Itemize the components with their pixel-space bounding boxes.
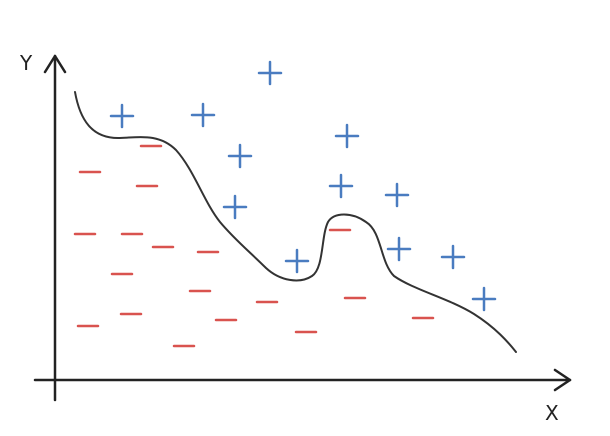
plus-sample bbox=[190, 102, 216, 128]
plus-sample bbox=[334, 123, 360, 149]
plus-sample bbox=[471, 286, 497, 312]
plus-sample bbox=[227, 143, 253, 169]
plus-sample bbox=[284, 248, 310, 274]
plus-sample bbox=[257, 60, 283, 86]
negative-samples bbox=[73, 144, 435, 348]
plus-sample bbox=[386, 236, 412, 262]
plus-sample bbox=[222, 194, 248, 220]
axes: Y X bbox=[19, 51, 572, 425]
plus-sample bbox=[384, 182, 410, 208]
plus-sample bbox=[109, 103, 135, 129]
y-axis-arrowhead bbox=[43, 54, 67, 74]
plus-sample bbox=[328, 173, 354, 199]
x-axis-arrowhead bbox=[553, 368, 572, 392]
plus-sample bbox=[440, 244, 466, 270]
y-axis-label: Y bbox=[19, 51, 33, 75]
decision-boundary-curve bbox=[74, 91, 517, 353]
x-axis-label: X bbox=[545, 401, 559, 425]
positive-samples bbox=[109, 60, 497, 312]
